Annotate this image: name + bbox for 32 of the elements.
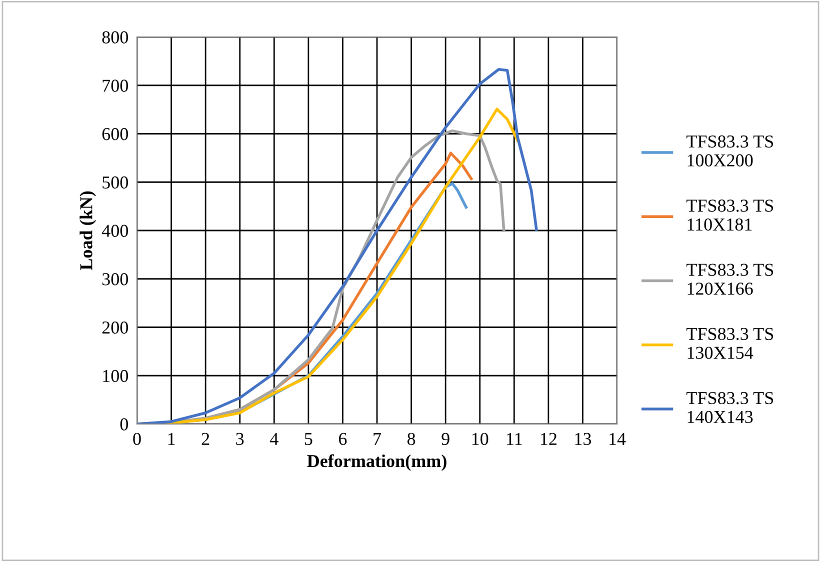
x-tick-label: 3	[236, 432, 244, 446]
legend-label: TFS83.3 TS 140X143	[686, 392, 774, 424]
x-tick-label: 8	[407, 432, 416, 446]
x-tick-label: 6	[338, 432, 347, 446]
legend-label: TFS83.3 TS 110X181	[686, 200, 774, 231]
y-tick-label: 700	[102, 80, 128, 92]
x-tick-label: 10	[472, 432, 488, 446]
x-tick-label: 12	[540, 432, 556, 445]
y-tick-label: 100	[103, 370, 128, 382]
x-tick-label: 9	[442, 432, 450, 446]
y-axis-title: Load (kN)	[80, 191, 96, 270]
line-series	[137, 68, 538, 424]
x-tick-label: 0	[133, 432, 141, 446]
x-tick-label: 14	[610, 432, 626, 445]
x-tick-label: 2	[202, 432, 210, 445]
legend-label: TFS83.3 TS 130X154	[686, 328, 774, 359]
y-tick-label: 200	[102, 322, 128, 334]
y-tick-label: 500	[102, 176, 128, 189]
y-tick-label: 300	[102, 273, 128, 286]
x-tick-label: 4	[270, 432, 278, 445]
x-tick-label: 7	[374, 433, 381, 445]
y-tick-label: 400	[102, 224, 128, 237]
x-tick-label: 11	[507, 432, 522, 445]
x-tick-label: 13	[575, 432, 592, 446]
legend-label: TFS83.3 TS 100X200	[686, 135, 774, 166]
x-tick-label: 5	[304, 433, 312, 446]
x-tick-label: 1	[168, 432, 175, 445]
y-tick-label: 800	[102, 31, 128, 44]
y-tick-label: 600	[102, 128, 128, 140]
legend-label: TFS83.3 TS 120X166	[686, 264, 774, 295]
x-axis-title: Deformation(mm)	[307, 454, 446, 471]
y-tick-label: 0	[120, 418, 128, 430]
